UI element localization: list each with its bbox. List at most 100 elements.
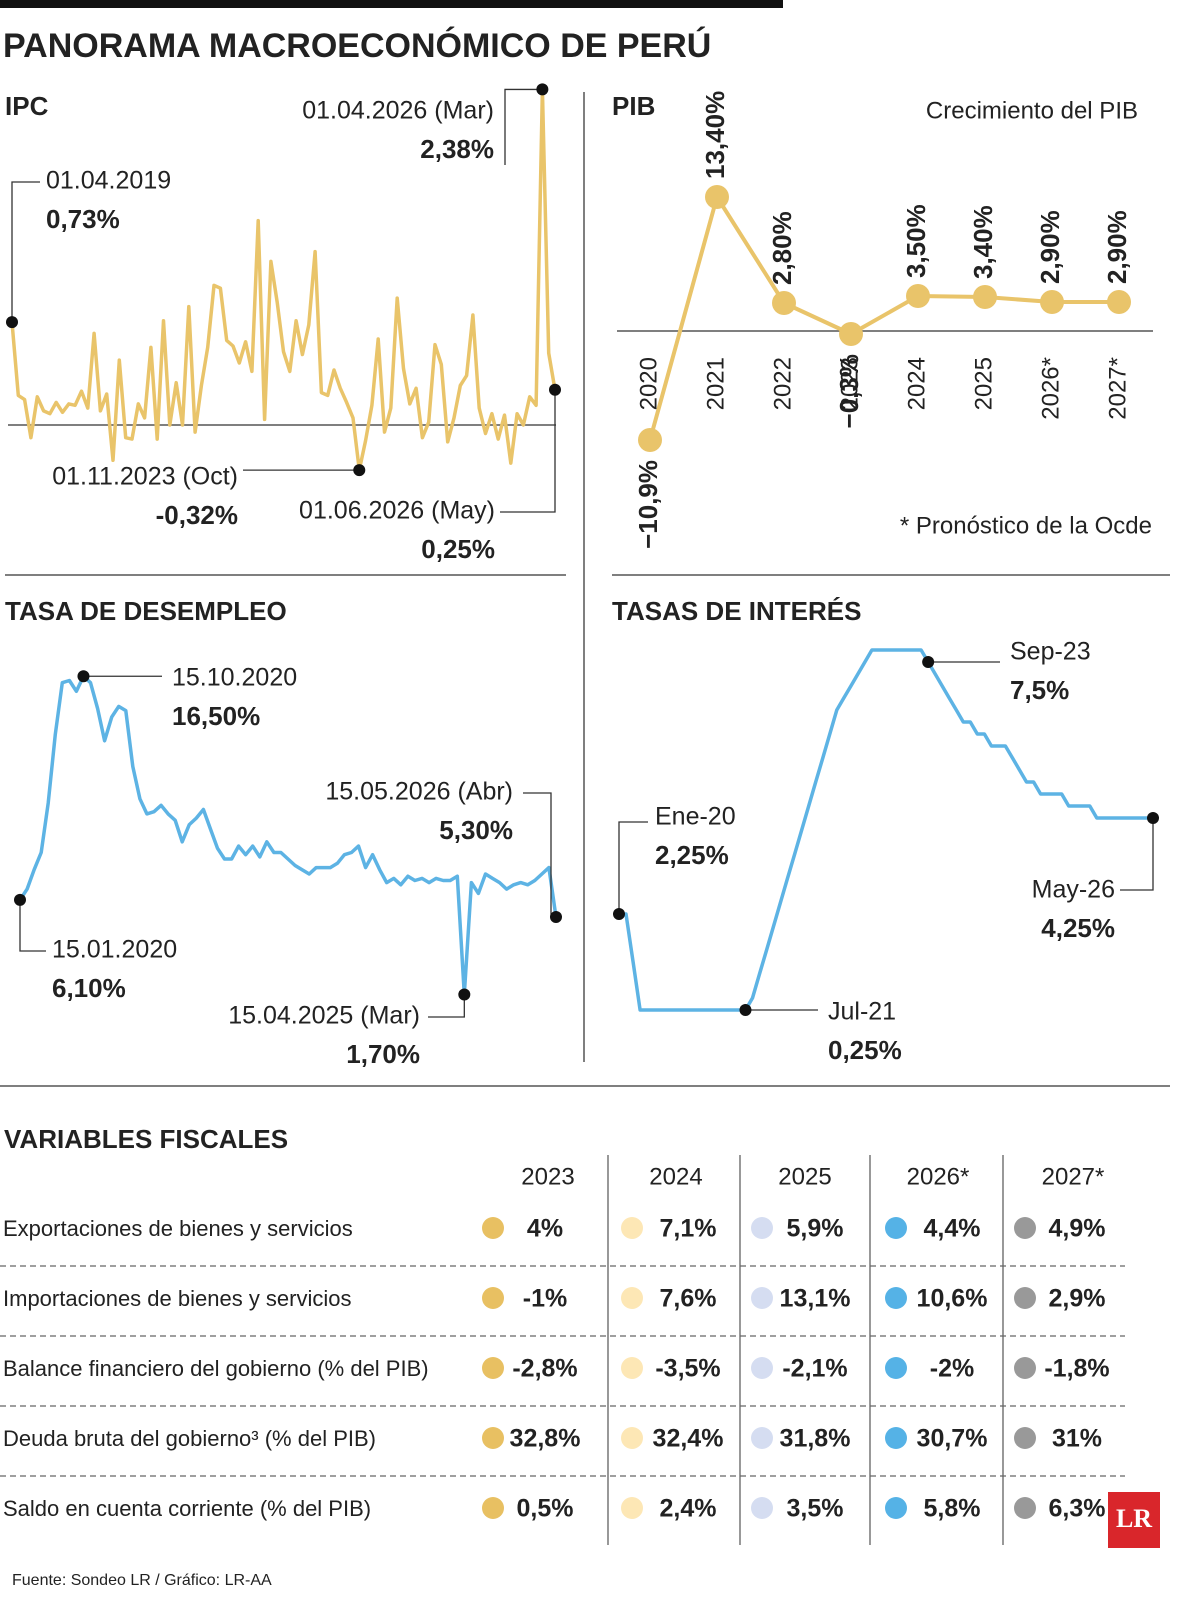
point	[973, 285, 997, 309]
source: Fuente: Sondeo LR / Gráfico: LR-AA	[12, 1572, 272, 1589]
cell-value: -1,8%	[1044, 1355, 1109, 1383]
legend-dot	[885, 1287, 907, 1309]
legend-dot	[885, 1357, 907, 1379]
x-tick-label: 2025	[970, 357, 997, 410]
cell-value: 30,7%	[917, 1425, 988, 1453]
logo: LR	[1116, 1504, 1152, 1533]
annotation-date: 01.06.2026 (May)	[299, 497, 495, 525]
cell-value: 2,4%	[660, 1495, 717, 1523]
point	[638, 428, 662, 452]
annotation-value: 0,73%	[46, 204, 120, 234]
annotation-value: -0,32%	[156, 500, 238, 530]
annotation-date: 01.04.2026 (Mar)	[302, 97, 494, 125]
column-header: 2026*	[907, 1163, 970, 1190]
cell-value: 10,6%	[917, 1285, 988, 1313]
x-tick-label: 2027*	[1104, 357, 1131, 420]
legend-dot	[621, 1497, 643, 1519]
point	[772, 291, 796, 315]
cell-value: -1%	[523, 1285, 567, 1313]
point	[922, 656, 935, 668]
cell-value: 4,9%	[1049, 1215, 1106, 1243]
chart-title: PIB	[612, 91, 655, 121]
annotation-date: May-26	[1032, 876, 1115, 904]
chart-title: TASAS DE INTERÉS	[612, 596, 861, 626]
cell-value: 6,3%	[1049, 1495, 1106, 1523]
point	[906, 284, 930, 308]
point	[14, 893, 26, 906]
row-label: Importaciones de bienes y servicios	[3, 1286, 352, 1311]
value-label: 2,90%	[1035, 210, 1065, 284]
line	[619, 648, 1153, 1012]
annotation-date: 15.04.2025 (Mar)	[228, 1002, 420, 1030]
cell-value: 32,4%	[653, 1425, 724, 1453]
point	[1107, 290, 1131, 314]
line	[10, 87, 557, 472]
point	[6, 316, 18, 329]
x-tick-label: 2024	[903, 357, 930, 410]
x-tick-label: 2022	[769, 357, 796, 410]
annotation-date: 15.01.2020	[52, 936, 177, 964]
cell-value: 4%	[527, 1215, 563, 1243]
row-label: Balance financiero del gobierno (% del P…	[3, 1356, 429, 1381]
cell-value: 7,1%	[660, 1215, 717, 1243]
connector	[1120, 818, 1154, 891]
point	[613, 908, 625, 920]
legend-dot	[621, 1217, 643, 1239]
legend-dot	[885, 1427, 907, 1449]
legend-dot	[751, 1287, 773, 1309]
x-tick-label: 2021	[702, 357, 729, 410]
x-tick-label: 2026*	[1037, 357, 1064, 420]
column-header: 2024	[649, 1163, 702, 1190]
chart-title: IPC	[5, 91, 49, 121]
cell-value: 0,5%	[517, 1495, 574, 1523]
cell-value: -3,5%	[655, 1355, 720, 1383]
value-label: −10,9%	[633, 460, 663, 549]
value-label: 3,50%	[901, 204, 931, 278]
annotation-date: Ene-20	[655, 803, 736, 831]
legend-dot	[482, 1357, 504, 1379]
chart-title: TASA DE DESEMPLEO	[5, 596, 287, 626]
annotation-value: 2,25%	[655, 840, 729, 870]
cell-value: 13,1%	[780, 1285, 851, 1313]
point	[77, 670, 90, 683]
legend-dot	[1014, 1287, 1036, 1309]
table-title: VARIABLES FISCALES	[4, 1124, 288, 1154]
legend-dot	[1014, 1217, 1036, 1239]
legend-dot	[621, 1427, 643, 1449]
legend-dot	[621, 1287, 643, 1309]
annotation-value: 0,25%	[421, 534, 495, 564]
annotation-value: 2,38%	[420, 134, 494, 164]
annotation-date: 01.04.2019	[46, 167, 171, 195]
point	[705, 185, 729, 209]
cell-value: 32,8%	[510, 1425, 581, 1453]
connector	[428, 994, 465, 1018]
value-label: 3,40%	[968, 205, 998, 279]
cell-value: -2%	[930, 1355, 974, 1383]
legend-dot	[751, 1427, 773, 1449]
x-tick-label: 2020	[635, 357, 662, 410]
point	[549, 383, 561, 396]
column-header: 2023	[521, 1163, 574, 1190]
cell-value: 3,5%	[787, 1495, 844, 1523]
cell-value: 31,8%	[780, 1425, 851, 1453]
cell-value: 4,4%	[924, 1215, 981, 1243]
cell-value: -2,8%	[512, 1355, 577, 1383]
legend-dot	[1014, 1497, 1036, 1519]
value-label: −0,3%	[834, 354, 864, 428]
legend-dot	[885, 1217, 907, 1239]
cell-value: -2,1%	[782, 1355, 847, 1383]
point	[458, 988, 471, 1001]
legend-dot	[482, 1497, 504, 1519]
cell-value: 7,6%	[660, 1285, 717, 1313]
row-label: Deuda bruta del gobierno³ (% del PIB)	[3, 1426, 376, 1451]
annotation-date: 01.11.2023 (Oct)	[52, 463, 238, 491]
main-title: PANORAMA MACROECONÓMICO DE PERÚ	[3, 27, 711, 65]
legend-dot	[1014, 1427, 1036, 1449]
cell-value: 5,9%	[787, 1215, 844, 1243]
annotation-value: 0,25%	[828, 1035, 902, 1065]
cell-value: 2,9%	[1049, 1285, 1106, 1313]
annotation-value: 4,25%	[1041, 913, 1115, 943]
cell-value: 5,8%	[924, 1495, 981, 1523]
legend-dot	[621, 1357, 643, 1379]
